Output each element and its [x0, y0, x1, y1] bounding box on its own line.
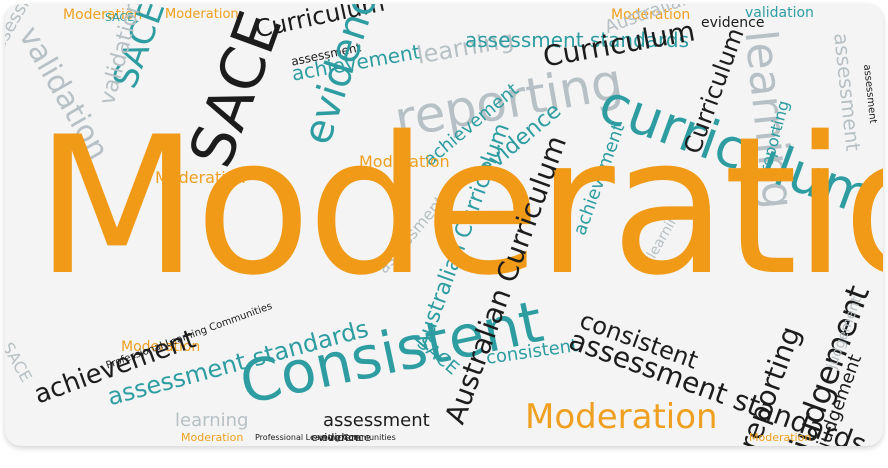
- word: Moderation: [165, 7, 239, 22]
- word: SACE: [5, 339, 36, 386]
- word: Moderation: [181, 431, 244, 444]
- word: Moderation: [121, 339, 201, 355]
- word: Moderation: [155, 168, 246, 187]
- word: Moderation: [749, 431, 812, 444]
- word: Moderation: [359, 152, 450, 171]
- word: validation: [745, 5, 814, 21]
- word: learning: [175, 410, 249, 431]
- word: assessment standards: [465, 28, 690, 52]
- word: SACE: [105, 11, 135, 24]
- word: Professional Learning Communities: [255, 433, 396, 442]
- word: evidence: [701, 15, 765, 31]
- word: evidence: [311, 431, 361, 444]
- word: Moderation: [525, 397, 718, 437]
- word: assessment: [323, 410, 430, 431]
- word: Moderation: [611, 7, 691, 23]
- main-word: Moderation: [35, 96, 883, 317]
- word-cloud: Moderation SACE Moderation assessment st…: [5, 4, 883, 446]
- word: Moderation: [63, 7, 143, 23]
- word: evidence: [321, 431, 371, 444]
